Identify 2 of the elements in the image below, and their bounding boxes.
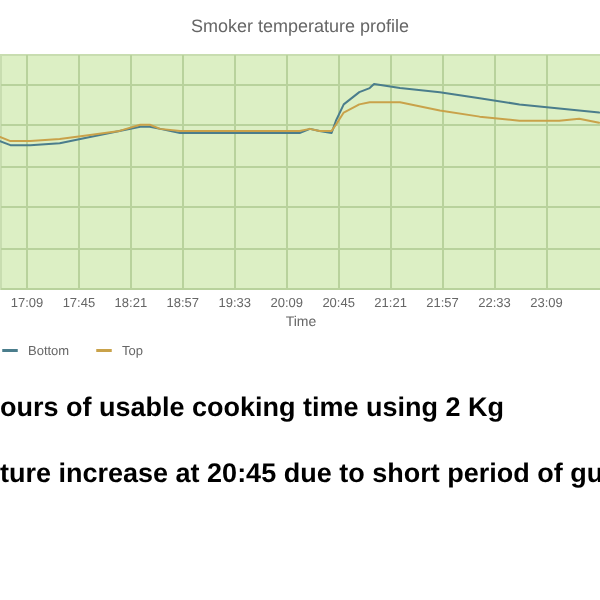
chart-title: Smoker temperature profile (190, 16, 410, 36)
text: ours of usable cooking time using 2 Kg (0, 392, 507, 422)
